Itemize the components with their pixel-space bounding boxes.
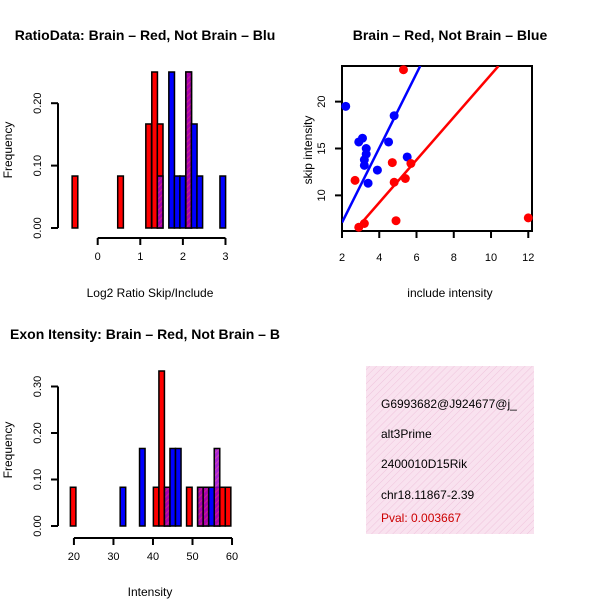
x-tick-label: 2 — [180, 251, 186, 263]
y-tick-label: 15 — [316, 142, 328, 154]
blue-fit-line — [342, 66, 422, 224]
p-value: Pval: 0.003667 — [381, 511, 461, 525]
intensity-histogram: Exon Itensity: Brain – Red, Not Brain – … — [1, 326, 280, 599]
info-panel-background — [366, 366, 534, 534]
x-tick-label: 8 — [451, 252, 457, 264]
blue-bar — [207, 486, 215, 527]
red-point — [359, 219, 369, 228]
ratio-histogram-title: RatioData: Brain – Red, Not Brain – Blu — [15, 27, 276, 43]
x-tick-label: 4 — [376, 252, 382, 264]
scatter-xlabel: include intensity — [407, 286, 492, 300]
intensity-scatter: Brain – Red, Not Brain – Blue 2 4 6 8 10 12 10… — [301, 27, 547, 300]
overlap-bar — [156, 175, 164, 229]
blue-point — [402, 152, 412, 162]
overlap-bar — [196, 486, 204, 527]
blue-bar — [174, 447, 182, 527]
x-tick-label: 1 — [137, 251, 143, 263]
blue-point — [357, 133, 367, 143]
blue-point — [361, 144, 371, 153]
y-tick-label: 0.20 — [32, 92, 44, 113]
x-tick-label: 6 — [413, 252, 419, 264]
red-bar — [224, 486, 232, 527]
ratio-histogram-ylabel: Frequency — [1, 122, 15, 179]
probe-id: G6993682@J924677@j_ — [381, 397, 517, 411]
intensity-histogram-ylabel: Frequency — [1, 422, 15, 479]
red-point — [523, 213, 533, 223]
event-type: alt3Prime — [381, 427, 432, 441]
intensity-histogram-bars — [69, 370, 232, 527]
blue-point — [384, 137, 394, 147]
red-point — [389, 177, 399, 187]
red-point — [406, 159, 416, 168]
x-tick-label: 3 — [222, 251, 228, 263]
ratio-histogram: RatioData: Brain – Red, Not Brain – Blu … — [1, 27, 275, 300]
red-point — [391, 216, 401, 226]
intensity-histogram-xlabel: Intensity — [128, 585, 173, 599]
intensity-histogram-title: Exon Itensity: Brain – Red, Not Brain – … — [10, 326, 280, 342]
red-bar — [145, 123, 153, 229]
x-tick-label: 0 — [95, 251, 101, 263]
x-tick-label: 20 — [68, 551, 80, 563]
info-panel: G6993682@J924677@j_ alt3Prime 2400010D15… — [366, 366, 534, 534]
overlap-bar — [213, 447, 221, 527]
blue-bar — [138, 447, 146, 527]
red-fit-line — [355, 66, 500, 230]
red-point — [400, 174, 410, 183]
red-bar — [219, 486, 227, 527]
gene-symbol: 2400010D15Rik — [381, 457, 468, 471]
x-tick-label: 2 — [339, 252, 345, 264]
y-tick-label: 0.30 — [32, 376, 44, 397]
red-point — [398, 65, 408, 75]
blue-bar — [179, 175, 187, 229]
blue-point — [363, 178, 373, 188]
red-bar — [116, 175, 125, 229]
blue-point — [372, 165, 382, 175]
ratio-histogram-xlabel: Log2 Ratio Skip/Include — [87, 286, 214, 300]
blue-point — [341, 101, 351, 111]
scatter-ylabel: skip intensity — [301, 116, 315, 185]
y-tick-label: 20 — [316, 96, 328, 108]
blue-point — [359, 160, 369, 170]
y-tick-label: 10 — [316, 189, 328, 201]
x-tick-label: 60 — [226, 551, 238, 563]
x-tick-label: 10 — [485, 252, 497, 264]
y-tick-label: 0.10 — [32, 469, 44, 490]
y-tick-label: 0.00 — [32, 515, 44, 536]
red-bar — [185, 486, 193, 527]
overlap-bar — [163, 486, 171, 527]
y-tick-label: 0.20 — [32, 422, 44, 443]
red-point — [350, 175, 360, 185]
x-tick-label: 50 — [186, 551, 198, 563]
scatter-fit-lines — [342, 66, 500, 230]
ratio-histogram-axes: 0 1 2 3 0.00 0.10 0.20 — [32, 92, 229, 263]
genomic-location: chr18.11867-2.39 — [381, 488, 475, 502]
blue-bar — [119, 486, 127, 527]
blue-bar — [196, 175, 204, 229]
red-bar — [152, 486, 160, 527]
y-tick-label: 0.10 — [32, 155, 44, 176]
intensity-histogram-axes: 20 30 40 50 60 0.00 0.10 0.20 0.30 — [32, 376, 238, 563]
ratio-histogram-bars — [71, 71, 227, 229]
blue-bar — [168, 71, 176, 229]
red-point — [387, 158, 397, 168]
scatter-axes: 2 4 6 8 10 12 10 15 20 — [316, 96, 534, 265]
overlap-bar — [202, 486, 210, 527]
x-tick-label: 40 — [147, 551, 159, 563]
scatter-points — [341, 65, 533, 232]
y-tick-label: 0.00 — [32, 217, 44, 238]
x-tick-label: 12 — [522, 252, 534, 264]
red-bar — [69, 486, 77, 527]
blue-bar — [169, 447, 177, 527]
red-bar — [71, 175, 79, 229]
blue-point — [389, 111, 399, 121]
red-bar — [158, 370, 166, 527]
blue-bar — [219, 175, 227, 229]
scatter-title: Brain – Red, Not Brain – Blue — [353, 27, 548, 43]
x-tick-label: 30 — [107, 551, 119, 563]
